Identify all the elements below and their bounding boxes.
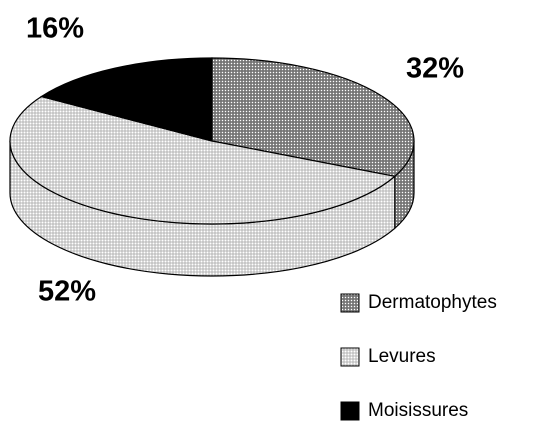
legend-swatch <box>340 401 360 421</box>
legend-swatch <box>340 293 360 313</box>
slice <box>211 57 415 177</box>
data-label: 52% <box>38 276 96 308</box>
slice <box>9 95 397 225</box>
slice <box>39 57 213 142</box>
legend-label: Dermatophytes <box>368 292 497 313</box>
data-label: 32% <box>406 53 464 85</box>
data-label: 16% <box>26 13 84 45</box>
legend-label: Levures <box>368 346 436 367</box>
legend-swatch <box>340 347 360 367</box>
legend-label: Moisissures <box>368 400 468 421</box>
